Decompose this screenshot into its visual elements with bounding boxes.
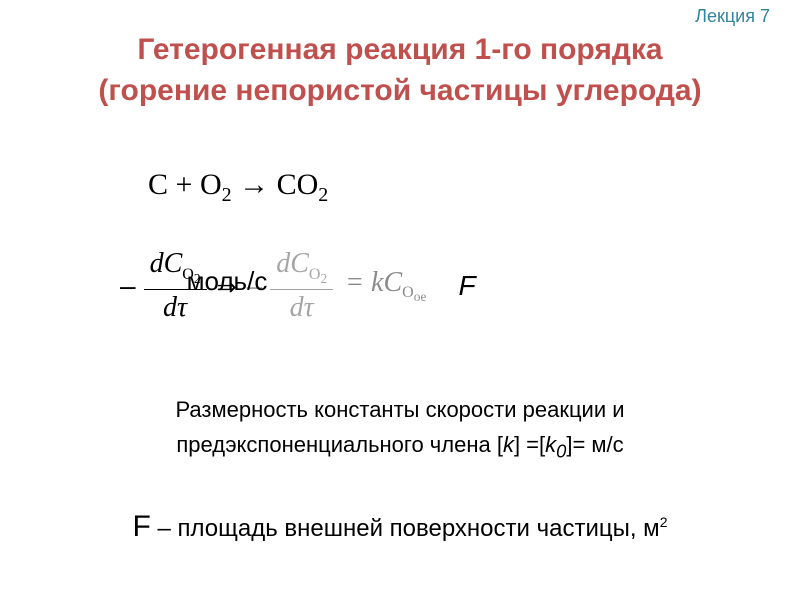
eq-co: CO: [277, 168, 319, 201]
F-symbol: F: [458, 270, 475, 302]
tau2: τ: [304, 292, 314, 323]
dimension-text: Размерность константы скорости реакции и…: [0, 392, 800, 466]
d3: d: [276, 248, 290, 279]
eq-c: C: [148, 168, 168, 201]
eq-arrow: →: [239, 168, 269, 201]
main-equation: C + O2 → CO2: [148, 168, 328, 207]
frac2-den: dτ: [270, 290, 333, 324]
title-line2: (горение непористой частицы углерода): [98, 74, 701, 107]
d4: d: [290, 292, 304, 323]
o2bsub: 2: [320, 271, 327, 286]
dim-line2a: предэкспоненциального члена [: [176, 432, 503, 457]
F-label: F: [133, 510, 151, 543]
o2c: O: [402, 284, 414, 301]
d2: d: [163, 292, 177, 323]
cspec2: C: [290, 248, 309, 279]
d1: d: [150, 248, 164, 279]
dim-k0: k: [545, 432, 556, 457]
overlay-mols: моль/с: [187, 266, 268, 297]
eq-o: O: [200, 168, 222, 201]
title-line1: Гетерогенная реакция 1-го порядка: [137, 33, 662, 66]
minus-sign: –: [120, 270, 136, 302]
dim-line1: Размерность константы скорости реакции и: [175, 397, 624, 422]
surface-sup: 2: [660, 514, 668, 530]
dim-k: k: [503, 432, 514, 457]
rate-equation: – dCO2 dτ ⇒ – dCO2 dτ моль/с = kCOое F: [120, 248, 680, 324]
lecture-label: Лекция 7: [695, 6, 770, 27]
tau1: τ: [177, 292, 187, 323]
dim-line2b: ]= м/с: [566, 432, 623, 457]
eq-plus: +: [176, 168, 193, 201]
oae: ое: [414, 289, 427, 304]
surface-text: F – площадь внешней поверхности частицы,…: [0, 510, 800, 544]
page-title: Гетерогенная реакция 1-го порядка (горен…: [0, 30, 800, 111]
k-sym: k: [371, 267, 383, 298]
eq-o-sub: 2: [222, 184, 232, 206]
dim-zero: 0: [556, 441, 566, 462]
cspec3: C: [383, 267, 402, 298]
surface-body: – площадь внешней поверхности частицы, м: [151, 515, 660, 542]
eq-co-sub: 2: [318, 184, 328, 206]
frac2-num: dCO2: [270, 248, 333, 290]
equals-kcf: = kCOое: [345, 267, 426, 306]
cspec1: C: [164, 248, 183, 279]
fraction-2: dCO2 dτ: [270, 248, 333, 324]
o2b: O: [309, 266, 321, 283]
eq-sign: =: [345, 267, 364, 298]
dim-mid: ] =[: [514, 432, 545, 457]
